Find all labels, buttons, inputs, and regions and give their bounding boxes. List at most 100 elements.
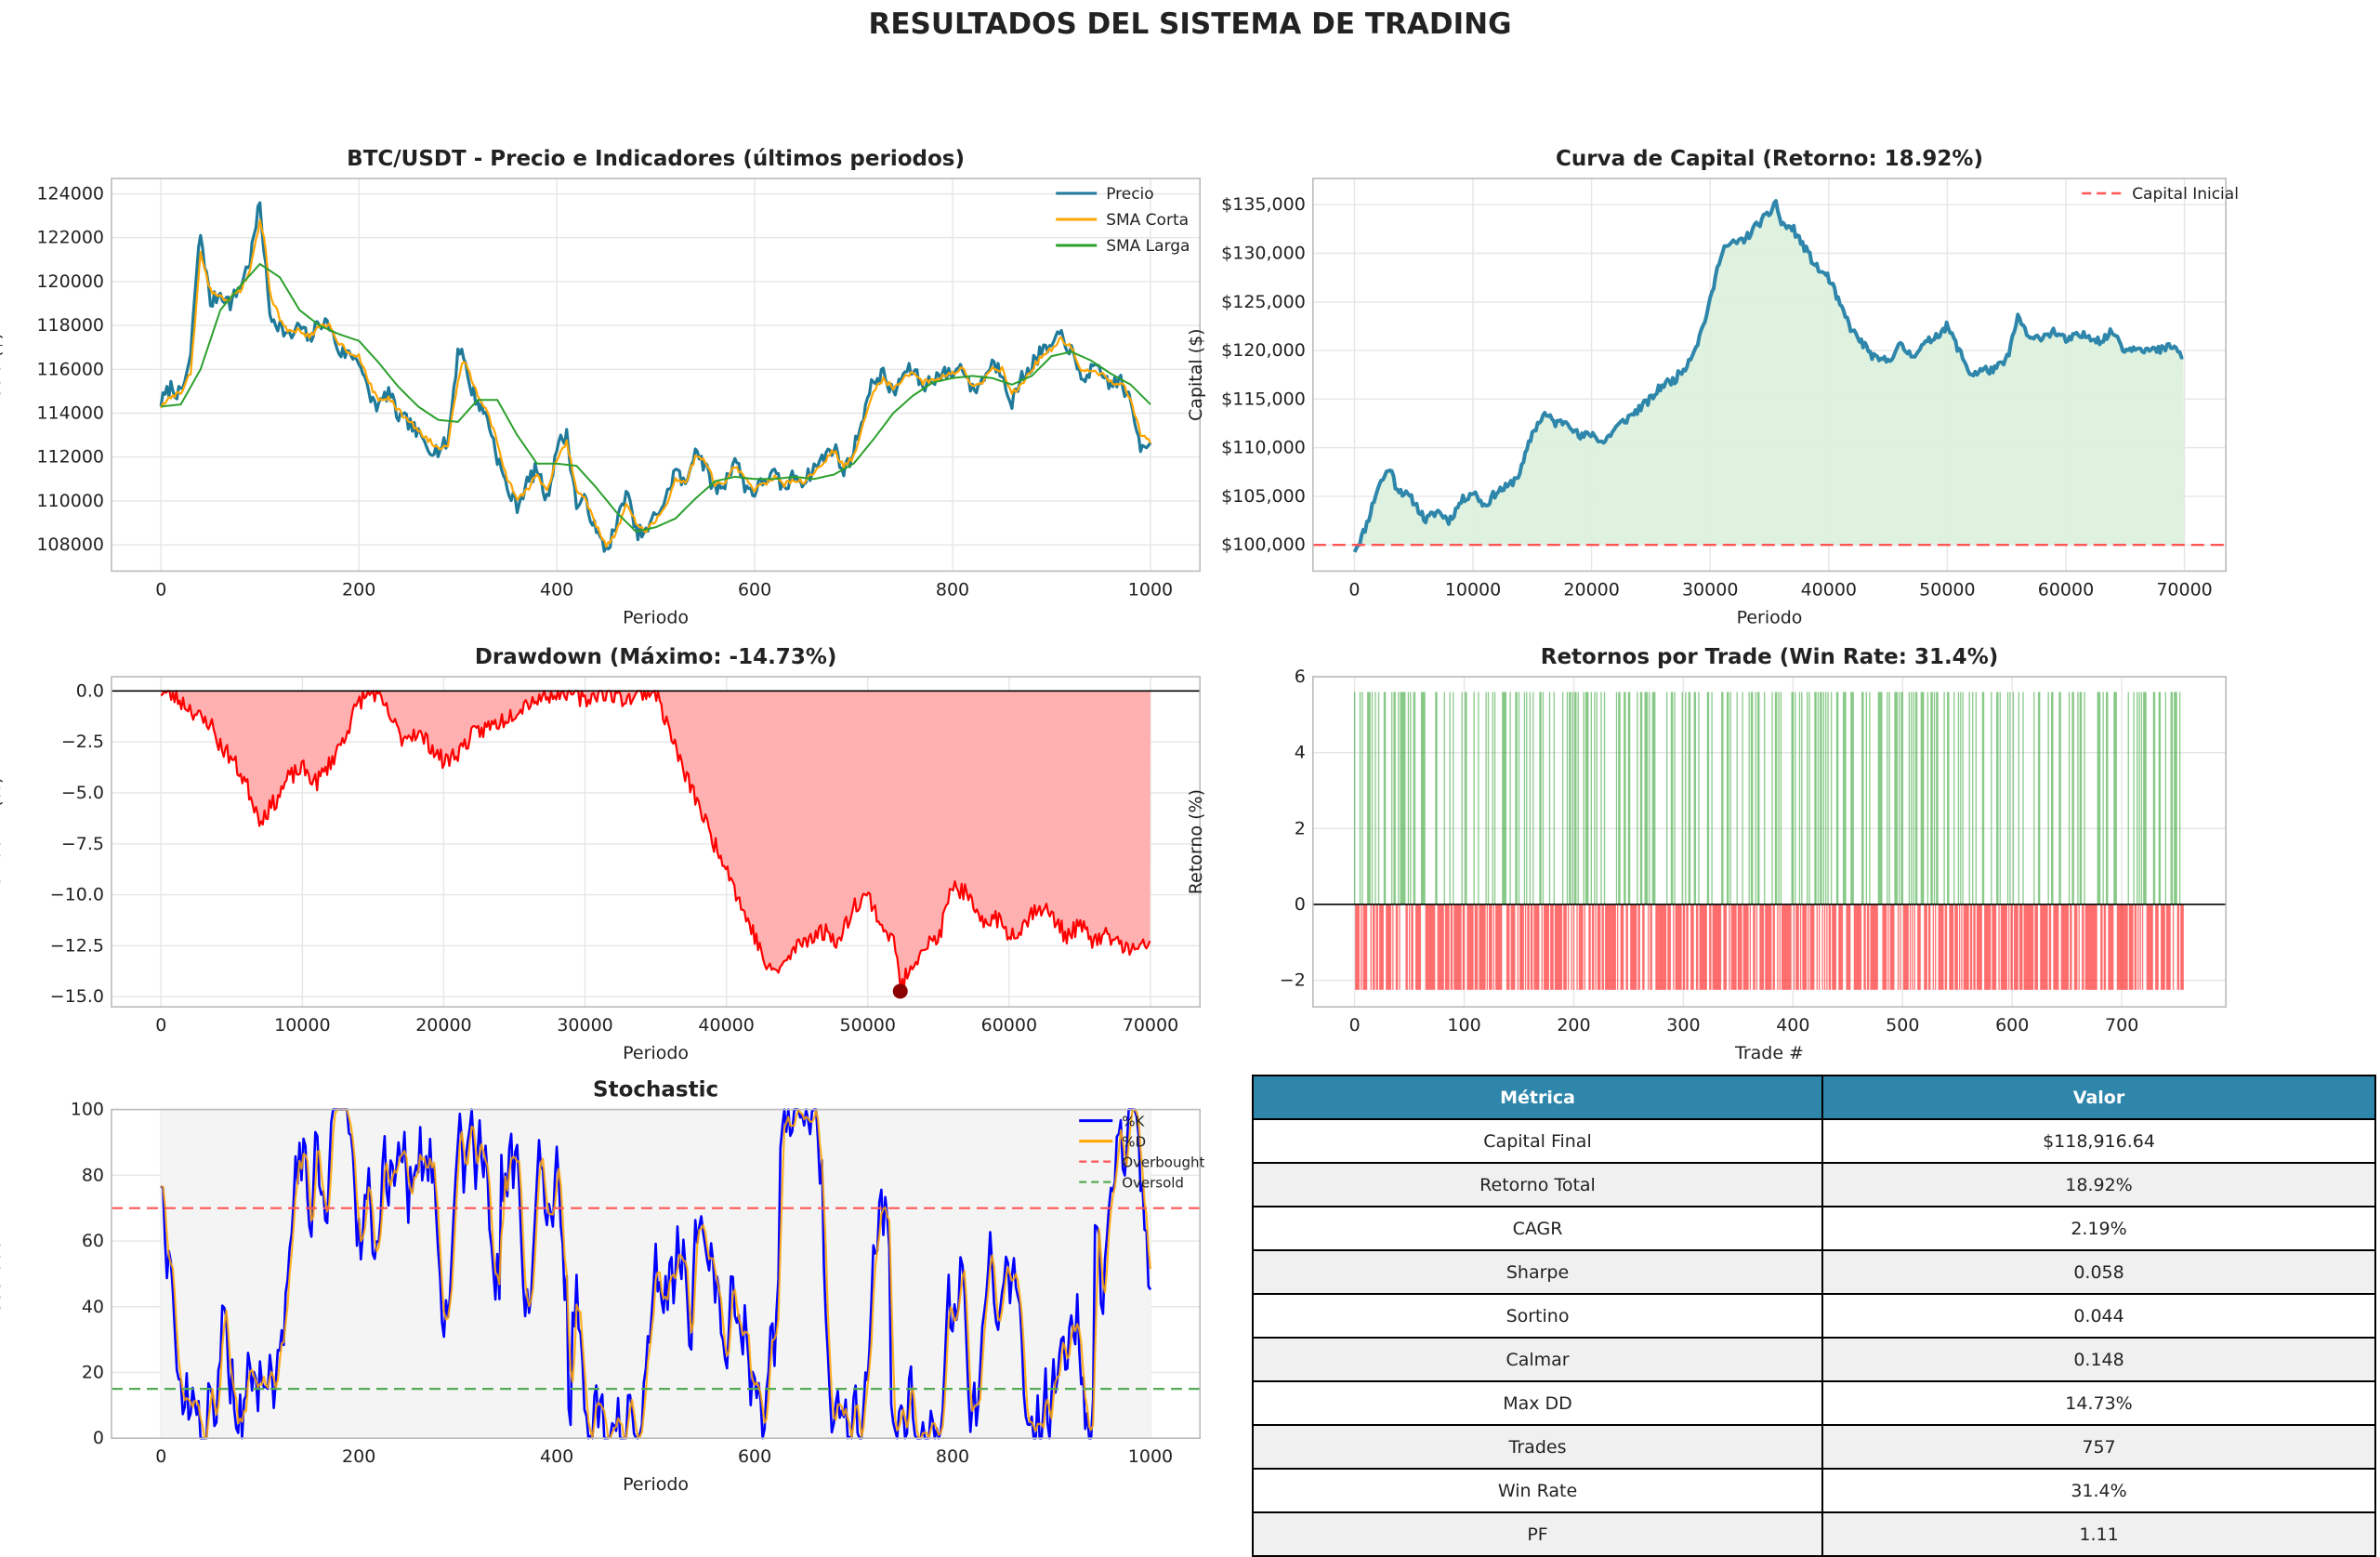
legend-label: Capital Inicial bbox=[2132, 185, 2239, 204]
plot-title: Stochastic bbox=[593, 1078, 718, 1102]
table-row: Win Rate 31.4% bbox=[1251, 1468, 2376, 1513]
x-tick-label: 600 bbox=[738, 579, 771, 600]
y-tick-label: $115,000 bbox=[1221, 389, 1306, 409]
legend-label: Overbought bbox=[1122, 1155, 1204, 1171]
y-tick-label: $110,000 bbox=[1221, 438, 1306, 458]
y-tick-label: −7.5 bbox=[61, 834, 104, 854]
y-tick-label: −10.0 bbox=[50, 885, 104, 905]
y-tick-label: 118000 bbox=[36, 315, 104, 336]
metric-value: 1.11 bbox=[1821, 1511, 2376, 1557]
table-row: Sharpe 0.058 bbox=[1251, 1249, 2376, 1295]
y-tick-label: 112000 bbox=[36, 447, 104, 468]
x-tick-label: 10000 bbox=[1445, 579, 1501, 600]
x-tick-label: 70000 bbox=[1123, 1015, 1178, 1036]
plot-title: Drawdown (Máximo: -14.73%) bbox=[475, 645, 837, 669]
y-tick-label: 20 bbox=[82, 1362, 104, 1382]
metric-name: Sharpe bbox=[1251, 1249, 1824, 1295]
table-row: Sortino 0.044 bbox=[1251, 1293, 2376, 1339]
legend-label: %D bbox=[1122, 1134, 1146, 1151]
metrics-table: Métrica Valor Capital Final $118,916.64 R… bbox=[1251, 1075, 2376, 1557]
y-tick-label: 116000 bbox=[36, 359, 104, 379]
metric-value: $118,916.64 bbox=[1821, 1118, 2376, 1164]
legend: Capital Inicial bbox=[2082, 185, 2239, 204]
y-axis-label: Precio ($) bbox=[0, 333, 5, 417]
capital-line bbox=[1352, 199, 2184, 553]
capital-fill bbox=[1354, 201, 2185, 552]
x-tick-label: 500 bbox=[1886, 1015, 1919, 1036]
metric-value: 0.058 bbox=[1821, 1249, 2376, 1295]
plot-title: BTC/USDT - Precio e Indicadores (últimos… bbox=[347, 147, 965, 171]
capital-chart: 0 10000 20000 30000 40000 50000 60000 70000 $100… bbox=[1186, 147, 2239, 627]
y-tick-label: $105,000 bbox=[1221, 486, 1306, 507]
y-tick-label: 0.0 bbox=[76, 680, 104, 701]
x-tick-label: 70000 bbox=[2156, 579, 2212, 600]
figure-title: RESULTADOS DEL SISTEMA DE TRADING bbox=[868, 7, 1512, 41]
metric-name: Win Rate bbox=[1251, 1468, 1824, 1513]
x-tick-label: 40000 bbox=[698, 1015, 754, 1036]
metric-value: 18.92% bbox=[1821, 1162, 2376, 1207]
metric-value: 31.4% bbox=[1821, 1468, 2376, 1513]
drawdown-frame: Drawdown (Máximo: -14.73%) Periodo Drawdow… bbox=[0, 645, 1201, 1063]
y-tick-label: 114000 bbox=[36, 402, 104, 423]
y-tick-label: $100,000 bbox=[1221, 534, 1306, 555]
metric-value: 757 bbox=[1821, 1424, 2376, 1470]
x-tick-label: 60000 bbox=[981, 1015, 1037, 1036]
x-axis-label: Periodo bbox=[623, 607, 689, 627]
legend-label: SMA Corta bbox=[1106, 211, 1189, 230]
metric-name: Max DD bbox=[1251, 1380, 1824, 1426]
legend-label: Precio bbox=[1106, 185, 1154, 204]
y-tick-label: 80 bbox=[82, 1165, 104, 1185]
y-tick-label: −2.5 bbox=[61, 732, 104, 752]
drawdown-fill bbox=[161, 691, 1151, 990]
x-tick-label: 50000 bbox=[840, 1015, 896, 1036]
x-tick-label: 400 bbox=[1776, 1015, 1809, 1036]
x-tick-label: 60000 bbox=[2038, 579, 2094, 600]
legend: %K %D Overbought Oversold bbox=[1079, 1114, 1205, 1192]
y-tick-label: 110000 bbox=[36, 491, 104, 511]
x-tick-label: 20000 bbox=[1563, 579, 1619, 600]
y-axis-label: Capital ($) bbox=[1186, 328, 1206, 421]
plot-border bbox=[1312, 676, 2228, 1009]
price-frame: BTC/USDT - Precio e Indicadores (últimos… bbox=[0, 147, 1201, 627]
table-row: Retorno Total 18.92% bbox=[1251, 1162, 2376, 1207]
x-tick-label: 0 bbox=[1349, 1015, 1361, 1036]
legend-label: Oversold bbox=[1122, 1175, 1184, 1192]
x-tick-label: 400 bbox=[540, 1446, 573, 1467]
y-tick-label: 4 bbox=[1295, 743, 1306, 763]
x-tick-label: 1000 bbox=[1128, 1446, 1173, 1467]
y-tick-label: 120000 bbox=[36, 271, 104, 292]
x-tick-label: 10000 bbox=[274, 1015, 330, 1036]
x-tick-label: 40000 bbox=[1801, 579, 1857, 600]
y-tick-label: 2 bbox=[1295, 818, 1306, 838]
plot-border bbox=[111, 178, 1201, 573]
max-drawdown-marker bbox=[892, 983, 908, 999]
x-axis-label: Periodo bbox=[623, 1474, 689, 1495]
table-row: PF 1.11 bbox=[1251, 1511, 2376, 1557]
metric-name: Calmar bbox=[1251, 1337, 1824, 1382]
y-tick-label: 40 bbox=[82, 1297, 104, 1317]
legend-label: SMA Larga bbox=[1106, 237, 1190, 256]
table-row: Capital Final $118,916.64 bbox=[1251, 1118, 2376, 1164]
y-tick-label: −15.0 bbox=[50, 986, 104, 1007]
table-row: Max DD 14.73% bbox=[1251, 1380, 2376, 1426]
table-header-value: Valor bbox=[1821, 1075, 2376, 1120]
legend-label: %K bbox=[1122, 1114, 1145, 1130]
price-marks bbox=[159, 201, 1152, 553]
plot-title: Curva de Capital (Retorno: 18.92%) bbox=[1556, 147, 1983, 171]
k-line bbox=[160, 1108, 1152, 1440]
metric-name: Trades bbox=[1251, 1424, 1824, 1470]
metric-value: 0.148 bbox=[1821, 1337, 2376, 1382]
plot-border bbox=[111, 1108, 1201, 1440]
oscillator-band bbox=[161, 1109, 1151, 1439]
y-tick-label: 108000 bbox=[36, 534, 104, 555]
y-tick-label: 6 bbox=[1295, 666, 1306, 687]
table-header-row: Métrica Valor bbox=[1251, 1075, 2376, 1120]
y-tick-label: 0 bbox=[1295, 894, 1306, 915]
x-tick-label: 600 bbox=[738, 1446, 771, 1467]
metric-value: 14.73% bbox=[1821, 1380, 2376, 1426]
plot-border bbox=[111, 676, 1201, 1009]
y-tick-label: 100 bbox=[71, 1100, 104, 1120]
x-tick-label: 50000 bbox=[1919, 579, 1975, 600]
stochastic-chart: 0 200 400 600 800 1000 0 20 40 60 80 100 Stochastic P… bbox=[0, 1078, 1205, 1496]
y-tick-label: $125,000 bbox=[1221, 292, 1306, 312]
